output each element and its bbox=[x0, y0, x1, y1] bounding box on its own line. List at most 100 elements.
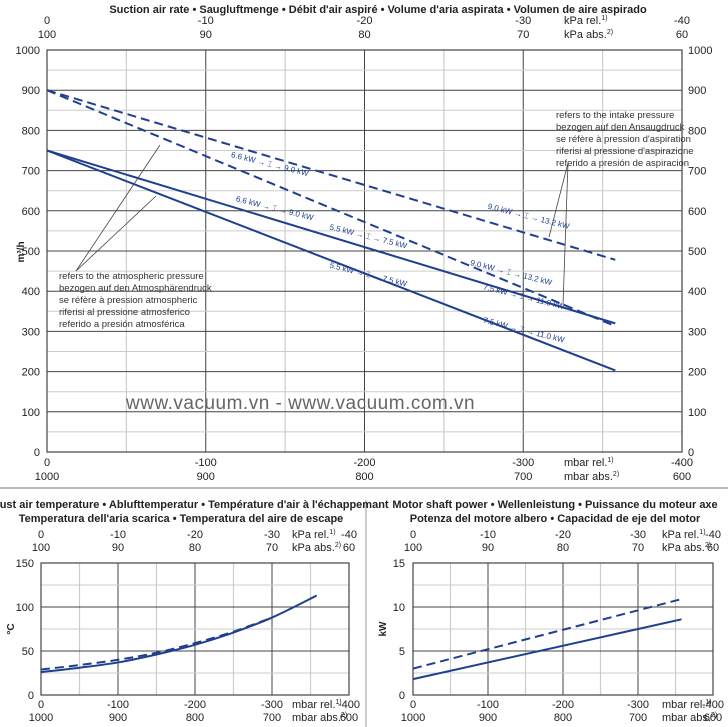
temperature-y-label: °C bbox=[6, 623, 17, 634]
y-tick-label: 100 bbox=[22, 407, 40, 419]
suction-series bbox=[46, 89, 616, 372]
power-range-label: 7.5 kW → ⌶ → 11.0 kW bbox=[482, 316, 565, 345]
y-tick-label: 500 bbox=[22, 246, 40, 258]
x-unit-label: mbar abs.2) bbox=[564, 471, 619, 483]
y-tick-label: 150 bbox=[16, 558, 34, 570]
x-tick-label: 100 bbox=[32, 542, 50, 554]
x-unit-label: mbar rel.1) bbox=[564, 457, 614, 469]
note-atmospheric-line: referido a presión atmosférica bbox=[59, 319, 185, 330]
x-tick-label: -200 bbox=[552, 699, 574, 711]
x-tick-label: 80 bbox=[358, 29, 370, 41]
x-unit-label: mbar rel.1) bbox=[292, 699, 342, 711]
y-tick-label: 10 bbox=[393, 602, 405, 614]
x-tick-label: 600 bbox=[704, 712, 722, 724]
series-line-atm-upper bbox=[46, 149, 616, 325]
series-line-intake-upper bbox=[46, 89, 616, 261]
y-tick-label-right: 200 bbox=[688, 367, 706, 379]
suction-y-label: m³/h bbox=[16, 241, 27, 262]
x-tick-label: 60 bbox=[343, 542, 355, 554]
note-intake-line: refers to the intake pressure bbox=[556, 110, 674, 121]
x-tick-label: -300 bbox=[627, 699, 649, 711]
x-tick-label: -200 bbox=[184, 699, 206, 711]
x-tick-label: 70 bbox=[517, 29, 529, 41]
y-tick-label-right: 700 bbox=[688, 166, 706, 178]
x-tick-label: 0 bbox=[44, 15, 50, 27]
x-tick-label: 70 bbox=[632, 542, 644, 554]
y-tick-label: 400 bbox=[22, 286, 40, 298]
power-range-label: 5.5 kW → ⌶ → 7.5 kW bbox=[329, 223, 409, 251]
x-tick-label: -100 bbox=[477, 699, 499, 711]
x-tick-label: 0 bbox=[410, 529, 416, 541]
power-chart: Motor shaft power • Wellenleistung • Pui… bbox=[378, 499, 724, 724]
x-unit-label: kPa rel.1) bbox=[662, 529, 706, 541]
x-tick-label: 1000 bbox=[35, 471, 59, 483]
note-leader-line bbox=[562, 162, 569, 306]
power-title-1: Motor shaft power • Wellenleistung • Pui… bbox=[392, 499, 717, 511]
y-tick-label-right: 1000 bbox=[688, 45, 712, 57]
series-line-solid bbox=[412, 618, 682, 681]
series-line-dashed bbox=[412, 598, 682, 670]
x-tick-label: 100 bbox=[404, 542, 422, 554]
y-tick-label-right: 800 bbox=[688, 125, 706, 137]
x-tick-label: 80 bbox=[189, 542, 201, 554]
temperature-series bbox=[40, 594, 318, 674]
x-tick-label: 700 bbox=[629, 712, 647, 724]
y-tick-label-right: 300 bbox=[688, 326, 706, 338]
x-tick-label: -300 bbox=[261, 699, 283, 711]
y-tick-label: 0 bbox=[34, 447, 40, 459]
x-tick-label: 0 bbox=[410, 699, 416, 711]
y-tick-label: 0 bbox=[399, 690, 405, 702]
x-tick-label: 800 bbox=[554, 712, 572, 724]
x-tick-label: -10 bbox=[480, 529, 496, 541]
x-tick-label: 800 bbox=[186, 712, 204, 724]
y-tick-label: 0 bbox=[28, 690, 34, 702]
x-tick-label: -400 bbox=[338, 699, 360, 711]
temperature-ticks: 0 50 100 150 0 -10 -20 -30 -40 kPa rel.1) 100 90 80 7… bbox=[16, 529, 360, 724]
power-range-label: 9.0 kW → ⌶ → 13.2 kW bbox=[487, 202, 571, 231]
power-grid bbox=[412, 562, 714, 696]
x-unit-label: kPa abs.2) bbox=[292, 542, 341, 554]
x-tick-label: 1000 bbox=[401, 712, 425, 724]
power-y-label: kW bbox=[378, 621, 389, 637]
x-tick-label: 80 bbox=[557, 542, 569, 554]
x-tick-label: -10 bbox=[198, 15, 214, 27]
x-unit-label: kPa abs.2) bbox=[564, 29, 613, 41]
plot-frame bbox=[40, 562, 350, 696]
temperature-title-2: Temperatura dell'aria scarica • Temperat… bbox=[19, 513, 344, 525]
x-unit-label: mbar abs.2) bbox=[662, 712, 717, 724]
note-atmospheric-line: refers to the atmospheric pressure bbox=[59, 271, 204, 282]
x-tick-label: 90 bbox=[112, 542, 124, 554]
x-tick-label: -100 bbox=[107, 699, 129, 711]
x-tick-label: -200 bbox=[353, 457, 375, 469]
series-line-dashed bbox=[40, 616, 273, 671]
note-atmospheric-line: riferisi al pressione atmosferico bbox=[59, 307, 190, 318]
y-tick-label: 700 bbox=[22, 166, 40, 178]
x-tick-label: -40 bbox=[705, 529, 721, 541]
y-tick-label: 1000 bbox=[16, 45, 40, 57]
watermark: www.vacuum.vn - www.vacuum.com.vn bbox=[125, 393, 475, 414]
series-line-intake-lower bbox=[46, 89, 616, 328]
power-range-label: 5.5 kW → ⌶ → 7.5 kW bbox=[329, 261, 409, 289]
note-atmospheric-line: bezogen auf den Atmosphärendruck bbox=[59, 283, 212, 294]
x-tick-label: 600 bbox=[340, 712, 358, 724]
x-unit-label: mbar rel.1) bbox=[662, 699, 712, 711]
x-tick-label: 800 bbox=[355, 471, 373, 483]
y-tick-label: 100 bbox=[16, 602, 34, 614]
y-tick-label: 800 bbox=[22, 125, 40, 137]
y-tick-label: 600 bbox=[22, 206, 40, 218]
x-tick-label: 60 bbox=[707, 542, 719, 554]
x-tick-label: 900 bbox=[109, 712, 127, 724]
note-intake-line: se réfère à pression d'aspiration bbox=[556, 134, 691, 145]
y-tick-label-right: 500 bbox=[688, 246, 706, 258]
y-tick-label-right: 600 bbox=[688, 206, 706, 218]
x-tick-label: 60 bbox=[676, 29, 688, 41]
note-atmospheric-line: se réfère à pression atmospheric bbox=[59, 295, 198, 306]
power-range-label: 6.6 kW → ⌶ → 9.0 kW bbox=[230, 150, 310, 178]
x-tick-label: 100 bbox=[38, 29, 56, 41]
x-tick-label: 700 bbox=[514, 471, 532, 483]
note-leader-line bbox=[75, 144, 161, 272]
x-tick-label: -10 bbox=[110, 529, 126, 541]
x-tick-label: -40 bbox=[341, 529, 357, 541]
